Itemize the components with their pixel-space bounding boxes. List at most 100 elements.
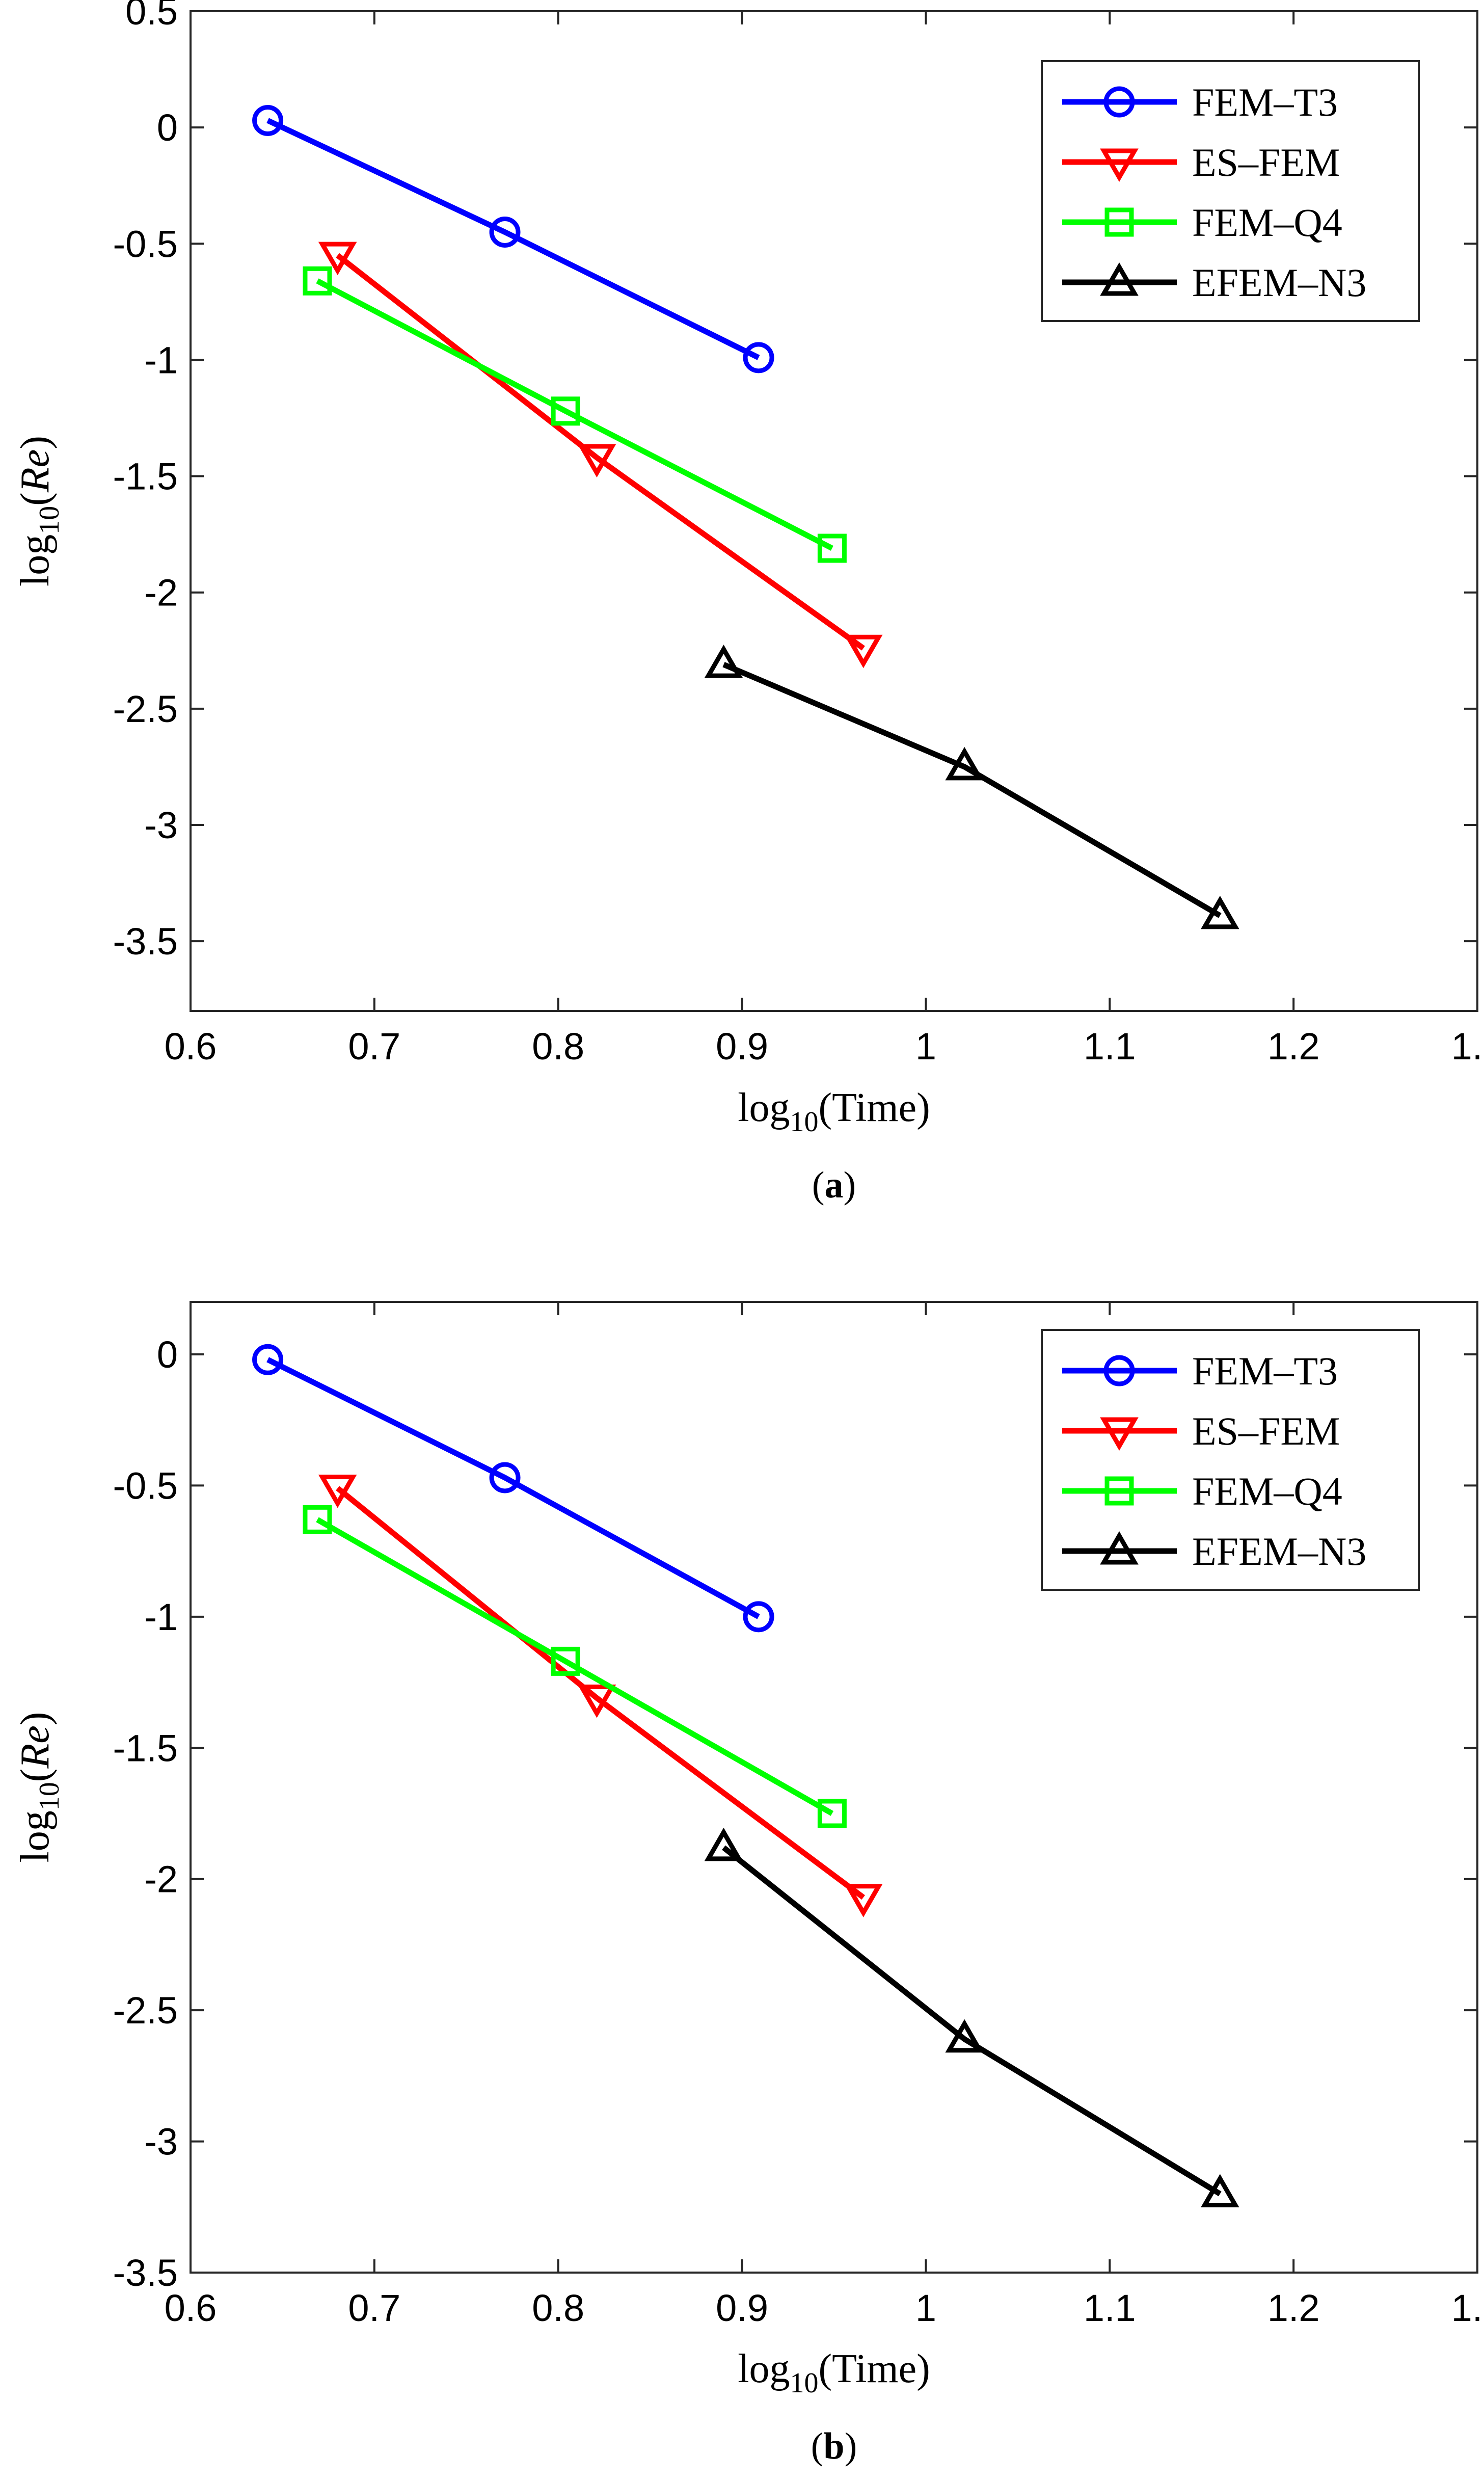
legend-item-fem-t3: FEM–T3: [1062, 80, 1338, 124]
y-tick-label: -1.5: [113, 456, 178, 498]
legend-item-efem-n3: EFEM–N3: [1062, 1529, 1366, 1573]
data-point-es-fem: [844, 1884, 883, 1917]
y-tick-label: -3.5: [113, 920, 178, 963]
series-efem-n3: [704, 645, 1239, 929]
x-tick-label: 1.2: [1267, 2287, 1320, 2329]
data-point-fem-t3: [743, 342, 774, 373]
data-point-es-fem: [318, 1475, 357, 1508]
y-tick-label: -0.5: [113, 223, 178, 265]
legend-item-efem-n3: EFEM–N3: [1062, 260, 1366, 305]
legend-label: EFEM–N3: [1192, 1529, 1366, 1573]
x-axis-label: log10(Time): [738, 1085, 930, 1138]
series-efem-n3: [704, 1827, 1239, 2208]
series-line-fem-t3: [266, 118, 760, 360]
legend: FEM–T3 ES–FEM FEM–Q4 EFEM–N3: [1041, 1329, 1420, 1591]
legend-item-fem-t3: FEM–T3: [1062, 1349, 1338, 1393]
x-tick-label: 1.3: [1451, 1025, 1484, 1067]
data-point-efem-n3: [704, 645, 743, 678]
data-point-es-fem: [844, 634, 883, 669]
series-fem-q4: [303, 266, 847, 563]
y-axis-label: log10(Re): [13, 1712, 65, 1863]
legend-label: ES–FEM: [1192, 1409, 1340, 1453]
legend-label: EFEM–N3: [1192, 260, 1366, 305]
legend-label: FEM–T3: [1192, 1349, 1338, 1393]
legend: FEM–T3 ES–FEM FEM–Q4 EFEM–N3: [1041, 60, 1420, 322]
x-tick-label: 1: [915, 1025, 936, 1067]
legend-marker: [1104, 1476, 1134, 1506]
series-line-es-fem: [336, 1486, 866, 1900]
y-tick-label: -1.5: [113, 1727, 178, 1769]
data-point-es-fem: [577, 444, 616, 478]
data-point-efem-n3: [945, 746, 984, 781]
y-tick-label: -2: [144, 1858, 178, 1901]
x-tick-label: 0.8: [532, 1025, 584, 1067]
x-tick-label: 0.7: [348, 1025, 400, 1067]
data-point-es-fem: [577, 1684, 616, 1718]
x-tick-label: 0.6: [165, 1025, 217, 1067]
x-axis-label: log10(Time): [738, 2346, 930, 2399]
legend-item-fem-q4: FEM–Q4: [1062, 1469, 1342, 1513]
series-line-fem-q4: [316, 278, 833, 551]
legend-marker: [1100, 262, 1139, 296]
series-fem-t3: [252, 1344, 774, 1633]
x-tick-label: 1: [915, 2287, 936, 2329]
data-point-fem-t3: [252, 1344, 284, 1375]
data-point-fem-q4: [303, 1505, 332, 1534]
y-tick-label: -2.5: [113, 1989, 178, 2032]
legend-item-es-fem: ES–FEM: [1062, 1409, 1340, 1453]
y-tick-label: 0: [157, 1333, 178, 1376]
data-point-fem-t3: [252, 104, 284, 136]
y-tick-label: -1: [144, 339, 178, 381]
legend-marker: [1100, 1531, 1139, 1565]
data-point-efem-n3: [1201, 895, 1239, 929]
y-tick-label: -2: [144, 572, 178, 614]
y-tick-label: -3.5: [113, 2252, 178, 2294]
legend-item-fem-q4: FEM–Q4: [1062, 200, 1342, 245]
y-tick-label: 0: [157, 106, 178, 149]
x-tick-label: 0.8: [532, 2287, 584, 2329]
x-tick-label: 1.1: [1084, 2287, 1136, 2329]
data-point-efem-n3: [945, 2019, 984, 2053]
data-point-efem-n3: [704, 1827, 743, 1861]
legend-label: FEM–T3: [1192, 80, 1338, 124]
panel-b: 0.6 0.7 0.8 0.9 1 1.1 1.2 1.3 0 -0.5 -1 -1.5 -2 -2.5 -…: [13, 1301, 1484, 2467]
panel-caption: (b): [811, 2425, 857, 2467]
y-tick-label: -0.5: [113, 1464, 178, 1507]
series-es-fem: [318, 1475, 883, 1917]
x-tick-label: 1.2: [1267, 1025, 1320, 1067]
legend-marker: [1103, 1355, 1135, 1386]
data-point-fem-t3: [743, 1601, 774, 1633]
panel-a: 0.6 0.7 0.8 0.9 1 1.1 1.2 1.3 0.5 0 -0.5 -1 -1.5 -2 -2…: [13, 0, 1484, 1206]
data-point-fem-t3: [489, 1462, 521, 1493]
legend-item-es-fem: ES–FEM: [1062, 140, 1340, 184]
series-fem-q4: [303, 1505, 847, 1828]
legend-label: FEM–Q4: [1192, 1469, 1342, 1513]
y-axis-label: log10(Re): [13, 436, 65, 586]
x-tick-label: 0.9: [716, 1025, 768, 1067]
series-fem-t3: [252, 104, 774, 373]
series-es-fem: [318, 242, 883, 669]
y-tick-label: 0.5: [125, 0, 178, 33]
y-tick-label: -1: [144, 1596, 178, 1638]
series-line-es-fem: [336, 253, 865, 651]
data-point-fem-q4: [551, 1646, 580, 1676]
x-tick-label: 1.3: [1451, 2287, 1484, 2329]
y-tick-label: -3: [144, 804, 178, 846]
y-tick-label: -3: [144, 2121, 178, 2163]
legend-marker: [1100, 1417, 1139, 1451]
series-line-efem-n3: [722, 1845, 1222, 2197]
x-tick-label: 0.9: [716, 2287, 768, 2329]
data-point-fem-q4: [551, 396, 580, 426]
series-line-fem-q4: [316, 1517, 834, 1816]
data-point-efem-n3: [1201, 2174, 1239, 2208]
legend-label: FEM–Q4: [1192, 200, 1342, 245]
panel-caption: (a): [812, 1164, 856, 1206]
legend-marker: [1103, 86, 1135, 118]
data-point-fem-t3: [489, 216, 521, 248]
legend-marker: [1100, 148, 1139, 182]
x-tick-label: 0.6: [165, 2287, 217, 2329]
x-tick-label: 1.1: [1084, 1025, 1136, 1067]
legend-label: ES–FEM: [1192, 140, 1340, 184]
x-tick-label: 0.7: [348, 2287, 400, 2329]
legend-marker: [1104, 207, 1134, 237]
